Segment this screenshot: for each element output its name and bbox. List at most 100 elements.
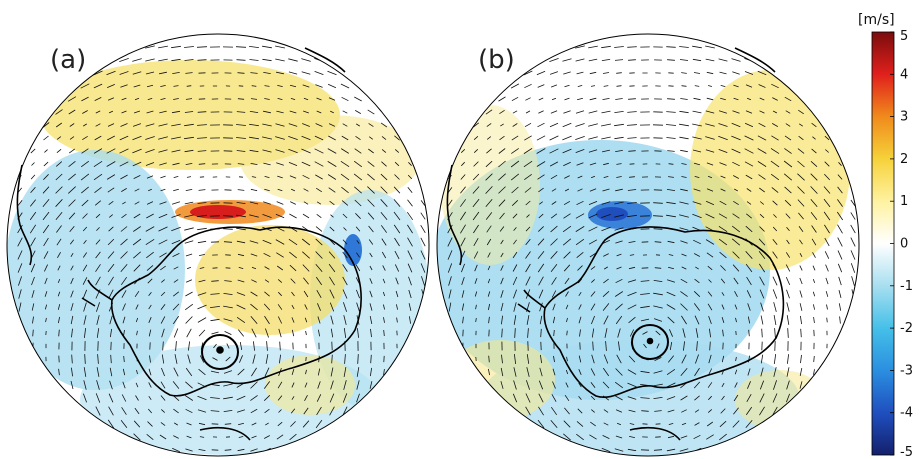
wind-vector	[459, 211, 467, 221]
wind-vector	[68, 199, 76, 207]
wind-vector	[199, 254, 205, 256]
wind-vector	[513, 380, 517, 390]
wind-vector	[771, 135, 779, 141]
map-b-positive-northeast	[690, 70, 850, 270]
wind-vector	[69, 239, 75, 245]
wind-vector	[562, 225, 572, 233]
wind-vector	[210, 370, 220, 374]
wind-vector	[562, 122, 572, 128]
wind-vector	[615, 315, 623, 325]
wind-vector	[159, 252, 167, 258]
wind-vector	[160, 291, 166, 297]
wind-vector	[197, 137, 207, 139]
wind-vector	[513, 239, 517, 245]
wind-vector	[550, 420, 558, 428]
wind-vector	[614, 111, 624, 113]
wind-vector	[719, 420, 727, 428]
wind-vector	[223, 396, 233, 400]
wind-vector	[539, 367, 543, 377]
wind-vector	[474, 264, 478, 272]
wind-vector	[733, 277, 739, 285]
wind-vector	[709, 328, 711, 338]
wind-vector	[539, 201, 543, 205]
wind-vector	[160, 175, 166, 179]
wind-vector	[653, 383, 663, 387]
wind-vector	[589, 71, 597, 75]
wind-vector	[757, 161, 767, 167]
wind-vector	[161, 367, 165, 377]
wind-vector	[42, 224, 50, 234]
wind-vector	[576, 97, 584, 101]
wind-vector	[197, 317, 207, 323]
wind-vector	[147, 408, 153, 414]
wind-vector	[421, 276, 425, 286]
wind-vector	[407, 250, 413, 260]
wind-vector	[173, 328, 179, 338]
wind-vector	[614, 381, 624, 389]
wind-vector	[146, 84, 154, 88]
wind-vector	[160, 316, 166, 324]
wind-vector	[172, 291, 180, 297]
map-a-australia	[199, 426, 251, 441]
wind-vector	[160, 85, 166, 87]
wind-vector	[694, 422, 700, 426]
wind-vector	[628, 409, 636, 413]
wind-vector	[185, 408, 193, 414]
wind-vector	[746, 276, 752, 286]
wind-vector	[719, 162, 727, 166]
wind-vector	[277, 98, 283, 100]
wind-vector	[302, 174, 310, 180]
wind-vector	[668, 254, 674, 256]
wind-vector	[837, 237, 843, 247]
wind-vector	[43, 135, 49, 141]
wind-vector	[721, 382, 725, 388]
wind-vector	[760, 367, 764, 377]
wind-vector	[396, 317, 398, 323]
wind-vector	[317, 381, 321, 389]
wind-vector	[148, 382, 152, 388]
wind-vector	[511, 96, 519, 102]
wind-vector	[135, 317, 139, 323]
wind-vector	[186, 176, 192, 178]
wind-vector	[356, 380, 360, 390]
wind-vector	[679, 227, 689, 231]
wind-vector	[551, 97, 557, 101]
wind-vector	[566, 330, 568, 336]
wind-vector	[236, 150, 246, 152]
wind-vector	[263, 395, 271, 401]
wind-vector	[512, 276, 518, 286]
wind-vector	[70, 265, 74, 271]
map-a-pole-dot	[216, 346, 224, 354]
wind-vector	[394, 149, 400, 153]
wind-vector	[640, 305, 650, 309]
wind-vector	[237, 329, 245, 337]
wind-vector	[109, 367, 113, 377]
wind-vector	[368, 123, 374, 127]
wind-vector	[161, 279, 165, 283]
wind-vector	[551, 188, 557, 192]
wind-vector	[681, 253, 687, 257]
wind-vector	[17, 224, 23, 234]
wind-vector	[159, 71, 167, 75]
wind-vector	[119, 148, 129, 154]
wind-vector	[83, 367, 87, 377]
wind-vector	[250, 98, 258, 100]
wind-vector	[500, 252, 504, 258]
wind-vector	[173, 422, 179, 426]
wind-vector	[549, 148, 559, 154]
wind-vector	[369, 381, 373, 389]
wind-vector	[706, 162, 714, 166]
wind-vector	[407, 224, 413, 234]
wind-vector	[772, 123, 778, 127]
wind-vector	[601, 136, 611, 140]
wind-vector	[601, 201, 611, 205]
wind-vector	[589, 162, 597, 166]
wind-vector	[772, 239, 778, 245]
wind-vector	[381, 136, 387, 140]
wind-vector	[407, 187, 413, 193]
wind-vector	[732, 161, 740, 167]
wind-vector	[461, 276, 465, 286]
wind-vector	[172, 162, 180, 166]
wind-vector	[55, 173, 63, 181]
wind-vector	[184, 214, 194, 218]
